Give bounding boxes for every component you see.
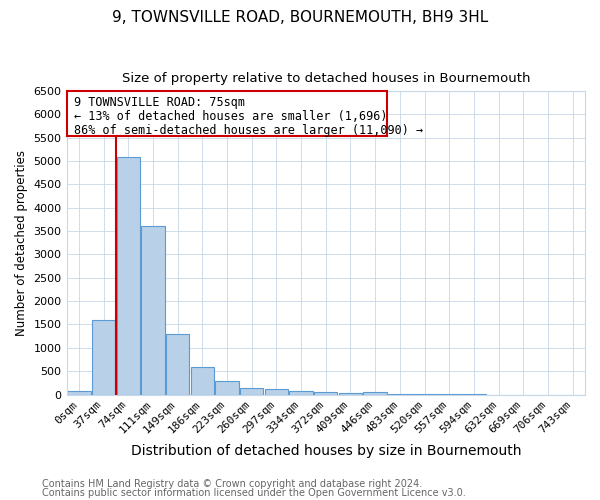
Bar xyxy=(240,388,263,394)
Bar xyxy=(191,366,214,394)
Bar xyxy=(141,226,164,394)
Bar xyxy=(116,158,140,394)
Bar xyxy=(67,391,91,394)
Bar xyxy=(364,392,387,394)
Y-axis label: Number of detached properties: Number of detached properties xyxy=(15,150,28,336)
Text: 86% of semi-detached houses are larger (11,090) →: 86% of semi-detached houses are larger (… xyxy=(74,124,424,138)
FancyBboxPatch shape xyxy=(67,91,388,136)
Bar xyxy=(215,380,239,394)
Bar xyxy=(339,393,362,394)
Bar xyxy=(92,320,115,394)
Title: Size of property relative to detached houses in Bournemouth: Size of property relative to detached ho… xyxy=(122,72,530,86)
Bar xyxy=(289,391,313,394)
Bar xyxy=(314,392,337,394)
Bar xyxy=(166,334,190,394)
Bar xyxy=(265,389,288,394)
Text: Contains public sector information licensed under the Open Government Licence v3: Contains public sector information licen… xyxy=(42,488,466,498)
Text: Contains HM Land Registry data © Crown copyright and database right 2024.: Contains HM Land Registry data © Crown c… xyxy=(42,479,422,489)
X-axis label: Distribution of detached houses by size in Bournemouth: Distribution of detached houses by size … xyxy=(131,444,521,458)
Text: 9 TOWNSVILLE ROAD: 75sqm: 9 TOWNSVILLE ROAD: 75sqm xyxy=(74,96,245,110)
Text: 9, TOWNSVILLE ROAD, BOURNEMOUTH, BH9 3HL: 9, TOWNSVILLE ROAD, BOURNEMOUTH, BH9 3HL xyxy=(112,10,488,25)
Text: ← 13% of detached houses are smaller (1,696): ← 13% of detached houses are smaller (1,… xyxy=(74,110,388,124)
